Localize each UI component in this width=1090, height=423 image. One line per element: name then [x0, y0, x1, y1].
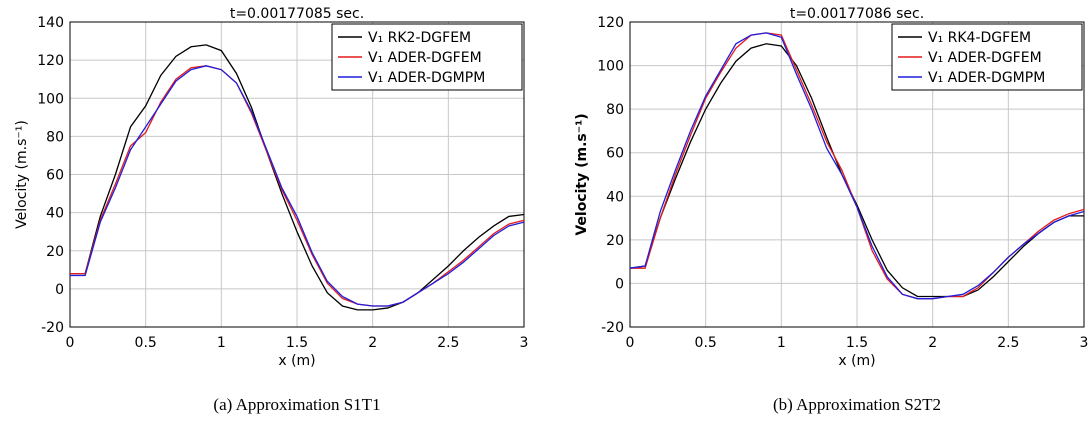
legend-box — [331, 23, 523, 91]
y-tick-label: 140 — [37, 15, 64, 31]
y-tick-label: 40 — [606, 189, 624, 205]
legend-label: V₁ RK4-DGFEM — [928, 30, 1031, 46]
x-axis-label: x (m) — [278, 353, 315, 369]
caption: (a) Approximation S1T1 — [213, 395, 380, 414]
legend-label: V₁ ADER-DGMPM — [368, 70, 485, 86]
y-tick-label: 60 — [46, 168, 64, 184]
y-tick-label: 80 — [606, 102, 624, 118]
x-tick-label: 0 — [66, 335, 75, 351]
y-axis-label: Velocity (m.s⁻¹) — [14, 120, 30, 229]
x-tick-label: 1.5 — [286, 335, 308, 351]
caption: (b) Approximation S2T2 — [773, 395, 941, 414]
x-tick-label: 1 — [217, 335, 226, 351]
x-tick-label: 2 — [368, 335, 377, 351]
line-series — [70, 65, 525, 307]
x-tick-label: 2.5 — [997, 335, 1019, 351]
x-tick-label: 0.5 — [135, 335, 157, 351]
y-tick-label: 60 — [606, 146, 624, 162]
x-tick-label: 0 — [626, 335, 635, 351]
legend-box — [891, 23, 1083, 91]
x-tick-label: 2.5 — [437, 335, 459, 351]
line-series — [70, 44, 525, 311]
x-tick-label: 1.5 — [846, 335, 868, 351]
y-tick-label: 0 — [615, 276, 624, 292]
y-tick-label: 100 — [37, 91, 64, 107]
y-tick-label: -20 — [41, 320, 64, 336]
chart-title: t=0.00177085 sec. — [230, 6, 364, 22]
legend-label: V₁ ADER-DGMPM — [928, 70, 1045, 86]
y-tick-label: 20 — [46, 244, 64, 260]
line-series — [629, 32, 1085, 300]
x-tick-label: 2 — [928, 335, 937, 351]
y-tick-label: 20 — [606, 233, 624, 249]
legend-label: V₁ ADER-DGFEM — [928, 50, 1042, 66]
y-tick-label: 40 — [46, 206, 64, 222]
y-tick-label: 100 — [597, 59, 624, 75]
y-axis-label: Velocity (m.s⁻¹) — [574, 113, 590, 235]
line-series — [629, 43, 1084, 298]
y-tick-label: 120 — [597, 15, 624, 31]
y-tick-label: 0 — [55, 282, 64, 298]
x-tick-label: 0.5 — [695, 335, 717, 351]
x-axis-label: x (m) — [838, 353, 875, 369]
x-tick-label: 3 — [1080, 335, 1089, 351]
plot-frame — [69, 21, 525, 328]
y-tick-label: -20 — [601, 320, 624, 336]
y-tick-label: 80 — [46, 129, 64, 145]
x-tick-label: 3 — [520, 335, 529, 351]
legend-label: V₁ ADER-DGFEM — [368, 50, 482, 66]
legend-label: V₁ RK2-DGFEM — [368, 30, 471, 46]
y-tick-label: 120 — [37, 53, 64, 69]
x-tick-label: 1 — [777, 335, 786, 351]
plot-frame — [629, 21, 1085, 328]
line-series — [70, 65, 525, 307]
chart-title: t=0.00177086 sec. — [790, 6, 924, 22]
